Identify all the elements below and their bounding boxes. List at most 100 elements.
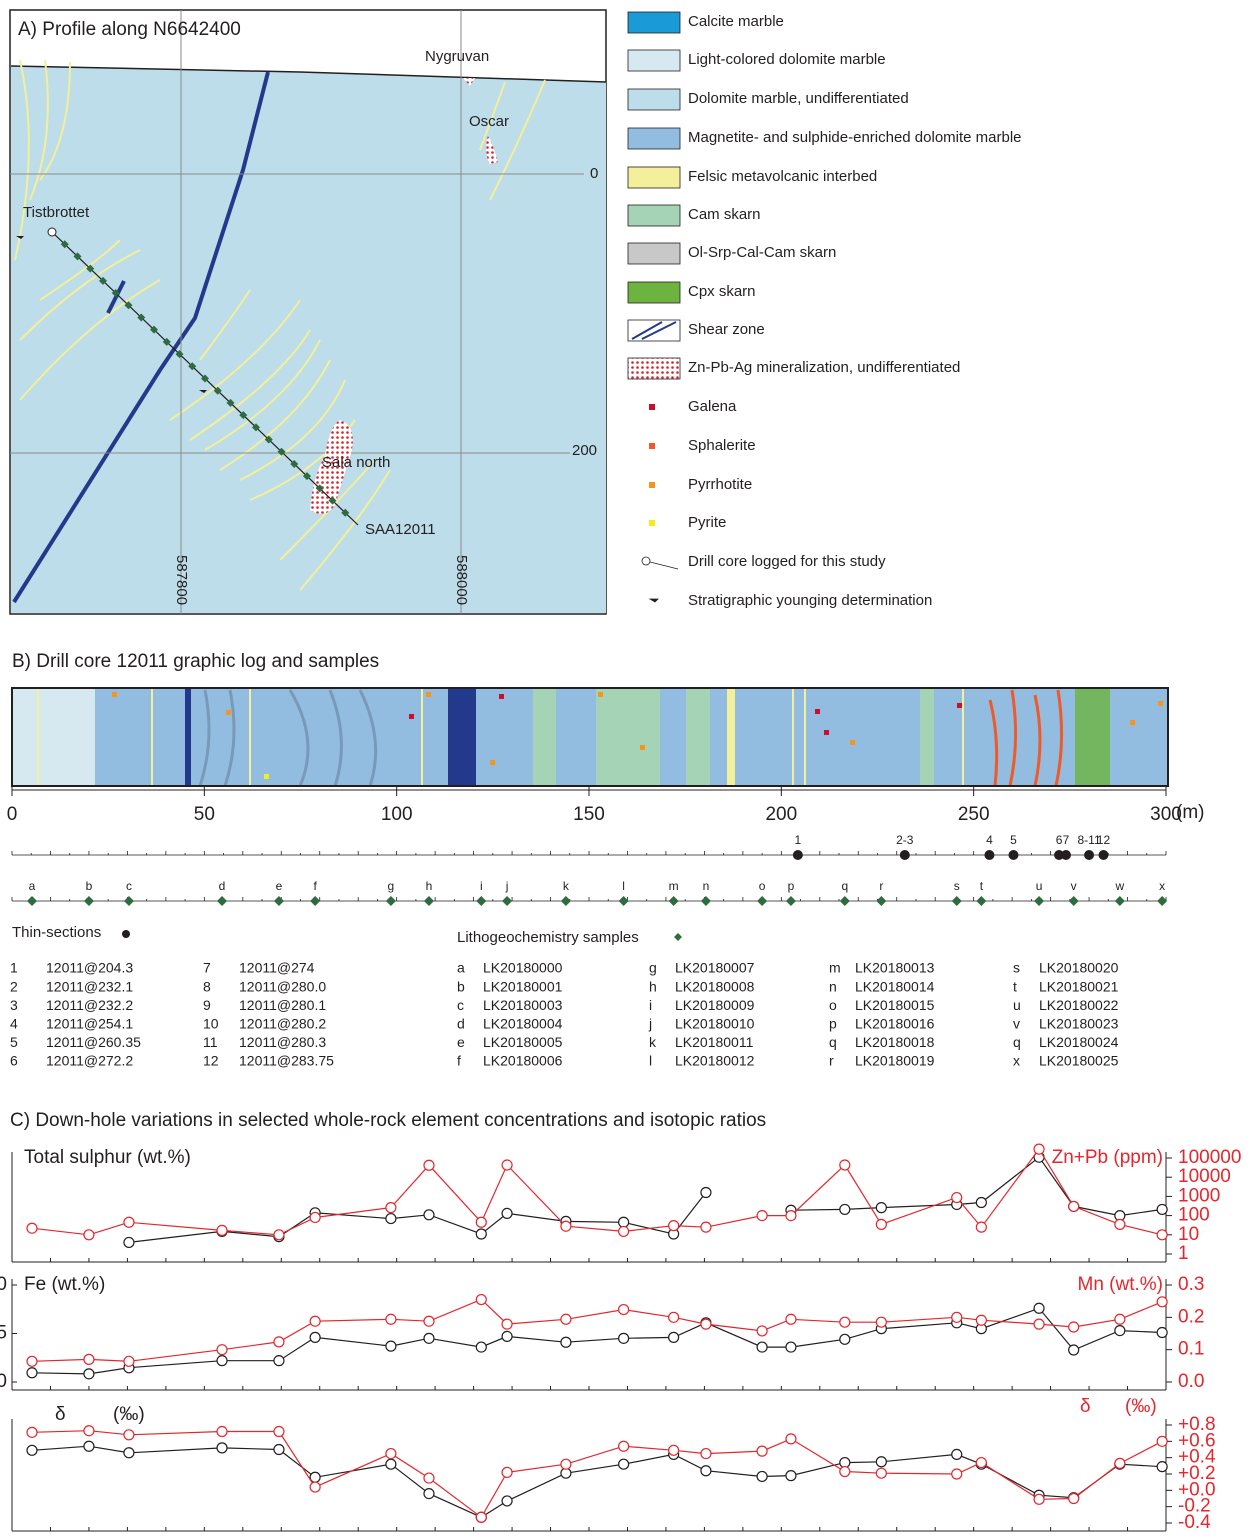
table-cell: 12011@260.35: [46, 1034, 141, 1050]
sample-label: i: [480, 879, 483, 893]
data-point: [217, 1443, 227, 1453]
table-cell: LK20180015: [855, 997, 935, 1013]
data-point: [274, 1427, 284, 1437]
data-point: [476, 1342, 486, 1352]
series-line: [32, 1308, 1162, 1374]
data-point: [502, 1496, 512, 1506]
sample-label: h: [426, 879, 433, 893]
table-cell: LK20180021: [1039, 978, 1119, 994]
table-cell: LK20180007: [675, 960, 755, 976]
data-point: [952, 1469, 962, 1479]
depth-label: 0: [590, 165, 598, 182]
table-cell: 12011@254.1: [46, 1016, 133, 1032]
table-cell: 5: [10, 1034, 18, 1050]
table-cell: LK20180001: [483, 978, 563, 994]
thin-section-marker: [1084, 850, 1094, 860]
data-point: [786, 1471, 796, 1481]
data-point: [424, 1473, 434, 1483]
data-point: [1069, 1322, 1079, 1332]
easting-label: 587800: [173, 555, 190, 605]
data-point: [1157, 1462, 1167, 1472]
sample-label: r: [879, 879, 883, 893]
data-point: [701, 1319, 711, 1329]
table-cell: LK20180009: [675, 997, 755, 1013]
data-point: [310, 1482, 320, 1492]
data-point: [976, 1315, 986, 1325]
data-point: [1069, 1494, 1079, 1504]
data-point: [786, 1434, 796, 1444]
table-cell: a: [457, 960, 465, 976]
data-point: [669, 1312, 679, 1322]
sample-label: n: [703, 879, 710, 893]
place-label: Tistbrottet: [23, 204, 90, 221]
legend-label: Light-colored dolomite marble: [688, 51, 886, 68]
data-point: [669, 1221, 679, 1231]
table-cell: 12011@204.3: [46, 960, 133, 976]
data-point: [757, 1446, 767, 1456]
sample-marker: [27, 896, 37, 906]
table-cell: 7: [203, 960, 211, 976]
y2-tick-label: 0.3: [1178, 1274, 1204, 1295]
data-point: [386, 1459, 396, 1469]
table-cell: LK20180022: [1039, 997, 1119, 1013]
table-cell: 12: [203, 1053, 219, 1069]
section-title: C) Down-hole variations in selected whol…: [10, 1110, 766, 1131]
data-point: [619, 1305, 629, 1315]
table-cell: LK20180012: [675, 1053, 755, 1069]
thin-section-label: 4: [986, 833, 993, 847]
data-point: [876, 1457, 886, 1467]
legend-label: Shear zone: [688, 321, 765, 338]
sample-marker: [1069, 896, 1079, 906]
data-point: [1034, 1319, 1044, 1329]
data-point: [1069, 1201, 1079, 1211]
data-point: [701, 1222, 711, 1232]
table-cell: LK20180010: [675, 1016, 755, 1032]
sample-label: a: [29, 879, 36, 893]
sample-marker: [476, 896, 486, 906]
data-point: [1115, 1458, 1125, 1468]
legend-label: Cpx skarn: [688, 283, 756, 300]
sample-marker: [1034, 896, 1044, 906]
data-point: [124, 1217, 134, 1227]
sample-marker: [1115, 896, 1125, 906]
data-point: [1069, 1345, 1079, 1355]
y-label: δ: [55, 1404, 66, 1425]
sample-marker: [424, 896, 434, 906]
sample-label: c: [126, 879, 132, 893]
data-point: [669, 1445, 679, 1455]
table-cell: LK20180014: [855, 978, 935, 994]
thin-section-marker: [1008, 850, 1018, 860]
y2-label: Mn (wt.%): [1078, 1274, 1164, 1295]
data-point: [1157, 1297, 1167, 1307]
y2-tick-label: -0.4: [1178, 1512, 1211, 1533]
sample-label: s: [954, 879, 960, 893]
y-label: Total sulphur (wt.%): [24, 1147, 191, 1168]
table-cell: s: [1013, 960, 1020, 976]
thin-section-marker: [900, 850, 910, 860]
table-cell: g: [649, 960, 657, 976]
data-point: [310, 1212, 320, 1222]
thin-section-label: 7: [1063, 833, 1070, 847]
data-point: [757, 1342, 767, 1352]
table-cell: 1: [10, 960, 18, 976]
data-point: [424, 1316, 434, 1326]
sample-label: j: [505, 879, 509, 893]
data-point: [27, 1445, 37, 1455]
axis-unit: (m): [1176, 802, 1204, 823]
legend-label: Zn-Pb-Ag mineralization, undifferentiate…: [688, 359, 960, 376]
table-cell: r: [829, 1053, 834, 1069]
data-point: [476, 1217, 486, 1227]
data-point: [757, 1326, 767, 1336]
table-cell: LK20180025: [1039, 1053, 1119, 1069]
sample-marker: [952, 896, 962, 906]
data-point: [502, 1208, 512, 1218]
section-label: Lithogeochemistry samples: [457, 929, 639, 946]
sample-marker: [840, 896, 850, 906]
y2-tick-label: 1000: [1178, 1185, 1220, 1206]
map-title: A) Profile along N6642400: [18, 19, 241, 40]
data-point: [701, 1466, 711, 1476]
table-cell: x: [1013, 1053, 1020, 1069]
table-cell: LK20180004: [483, 1016, 563, 1032]
place-label: SAA12011: [365, 521, 436, 538]
table-cell: q: [829, 1034, 837, 1050]
